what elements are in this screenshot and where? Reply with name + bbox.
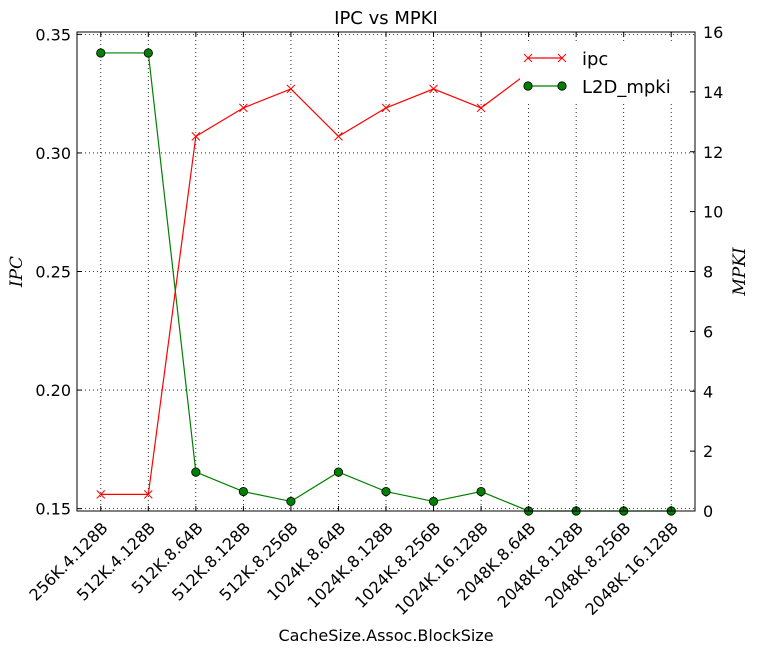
data-point-l2d_mpki	[333, 467, 344, 477]
y-tick-label-right: 4	[703, 382, 713, 401]
y-tick-label-right: 16	[703, 23, 723, 42]
series-layer	[96, 48, 676, 516]
data-point-l2d_mpki	[238, 486, 248, 497]
y-tick-label-right: 12	[703, 143, 723, 162]
data-point-l2d_mpki	[381, 486, 391, 497]
marker-stroke	[476, 103, 486, 113]
y-tick-label-right: 14	[703, 83, 723, 102]
data-point-ipc	[191, 131, 201, 141]
chart-title: IPC vs MPKI	[334, 8, 438, 29]
data-point-l2d_mpki	[428, 496, 439, 507]
x-tick-label: 1024K.8.256B	[351, 518, 444, 611]
marker-stroke	[143, 490, 153, 499]
marker-stroke	[191, 131, 201, 141]
data-point-l2d_mpki	[96, 48, 106, 58]
y-tick-label-right: 6	[703, 322, 713, 341]
y-tick-label-left: 0.15	[35, 500, 71, 519]
x-axis-label: CacheSize.Assoc.BlockSize	[278, 626, 493, 645]
legend-marker	[557, 53, 567, 63]
series-line-l2d_mpki	[100, 52, 672, 512]
x-tick-label: 2048K.8.256B	[541, 518, 634, 611]
y-tick-label-left: 0.25	[35, 263, 71, 282]
legend-label-l2d_mpki: L2D_mpki	[582, 77, 671, 98]
marker-stroke	[381, 103, 391, 113]
y-tick-label-left: 0.35	[35, 25, 71, 44]
legend-label-ipc: ipc	[582, 49, 608, 70]
marker-stroke	[96, 490, 106, 499]
data-point-ipc	[429, 84, 438, 94]
data-point-ipc	[476, 103, 486, 113]
data-point-ipc	[96, 490, 106, 499]
legend-marker	[557, 81, 567, 91]
legend-box	[520, 44, 685, 102]
y-tick-label-right: 10	[703, 203, 723, 222]
series-line-ipc	[100, 71, 672, 496]
marker-stroke	[286, 84, 296, 94]
legend-marker	[523, 81, 533, 91]
y-axis-label-left: IPC	[7, 256, 27, 288]
data-point-l2d_mpki	[286, 496, 296, 507]
x-tick-label: 2048K.8.128B	[494, 518, 587, 611]
data-point-l2d_mpki	[191, 467, 201, 477]
legend-marker	[523, 53, 533, 63]
y-tick-label-right: 0	[703, 502, 713, 521]
data-point-ipc	[381, 103, 391, 113]
data-point-l2d_mpki	[476, 486, 486, 497]
data-point-l2d_mpki	[143, 48, 153, 58]
y-tick-label-left: 0.30	[35, 144, 71, 163]
y-tick-label-right: 8	[703, 263, 713, 282]
data-point-ipc	[239, 103, 248, 113]
y-tick-label-right: 2	[703, 442, 713, 461]
ticks-layer: 256K.4.128B512K.4.128B512K.8.64B512K.8.1…	[25, 23, 723, 619]
marker-stroke	[239, 103, 248, 113]
data-point-ipc	[334, 131, 343, 141]
x-tick-label: 1024K.8.128B	[303, 518, 396, 611]
y-tick-label-left: 0.20	[35, 381, 71, 400]
data-point-ipc	[286, 84, 296, 94]
data-point-ipc	[143, 490, 153, 499]
marker-stroke	[429, 84, 438, 94]
y-axis-label-right: MPKI	[730, 247, 750, 297]
grid-lines	[77, 32, 695, 511]
marker-stroke	[334, 131, 343, 141]
legend: ipc L2D_mpki	[520, 44, 685, 102]
